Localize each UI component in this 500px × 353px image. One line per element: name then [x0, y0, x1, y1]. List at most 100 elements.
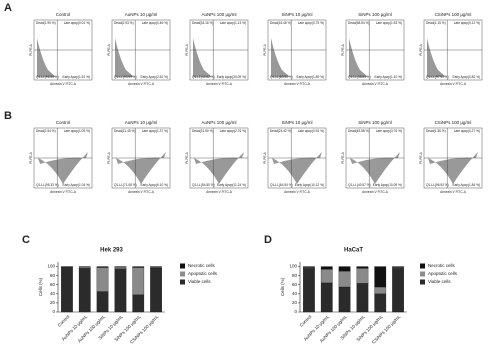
- quadrant-label: Early Apop(20.09 %): [217, 75, 246, 79]
- quadrant-label: Dead(1.15 %): [426, 21, 446, 25]
- legend-swatch: [420, 279, 425, 285]
- x-axis-label: Annexin V FITC-A: [206, 190, 233, 194]
- bar-segment: [96, 291, 109, 313]
- x-axis-label: Annexin V FITC-A: [284, 82, 311, 86]
- event-cloud: [350, 152, 400, 184]
- bar-segment: [150, 267, 162, 313]
- event-cloud: [428, 152, 478, 184]
- y-tick-label: 80: [50, 273, 56, 278]
- bar-segment: [61, 267, 73, 313]
- bar-segment: [114, 268, 127, 313]
- plot-title: AuNPs 10 μg/ml: [125, 120, 158, 125]
- bar-segment: [132, 294, 145, 313]
- quadrant-label: Late apop(1.13 %): [220, 21, 246, 25]
- quadrant-label: Late apop(0.01 %): [64, 21, 90, 25]
- quadrant-label: Late apop(0.27 %): [454, 129, 480, 133]
- quadrant-label: Early Apop(6.10 %): [141, 183, 168, 187]
- plot-title: AuNPs 10 μg/ml: [125, 12, 158, 17]
- bar-segment: [338, 266, 351, 272]
- quadrant-label: Early Apop(10.09 %): [373, 183, 402, 187]
- y-axis-label: PI-PE-A: [185, 151, 189, 163]
- bar-segment: [132, 266, 145, 268]
- event-cloud: [271, 38, 290, 77]
- y-axis-label: PI-PE-A: [341, 151, 345, 163]
- bar-segment: [78, 268, 91, 313]
- panel-label: B: [4, 110, 12, 122]
- x-axis-label: Annexin V FITC-A: [440, 82, 467, 86]
- plot-title: SiNPs 100 μg/ml: [358, 120, 392, 125]
- y-tick-label: 80: [292, 273, 298, 278]
- quadrant-label: Q1-LL(64.54 %): [270, 183, 293, 187]
- legend-label: Apoptotic cells: [428, 271, 458, 276]
- quadrant-label: Early Apop(1.10 %): [375, 75, 402, 79]
- x-axis-label: Annexin V FITC-A: [362, 190, 389, 194]
- event-cloud: [427, 38, 446, 77]
- quadrant-label: Late apop(1.53 %): [376, 21, 402, 25]
- panel-label: C: [22, 234, 30, 246]
- quadrant-label: Dead(1.36 %): [426, 129, 446, 133]
- legend-label: Necrotic cells: [428, 263, 456, 268]
- quadrant-label: Dead(2.93 %): [114, 21, 134, 25]
- bar-segment: [356, 283, 369, 313]
- y-axis-label: PI-PE-A: [107, 43, 111, 55]
- x-axis-label: Annexin V FITC-A: [128, 82, 155, 86]
- legend-swatch: [180, 279, 185, 285]
- quadrant-label: Late apop(0.75 %): [298, 21, 324, 25]
- quadrant-label: Q1-LL(80.90 %): [270, 75, 293, 79]
- y-tick-label: 20: [292, 300, 298, 305]
- bar-segment: [78, 266, 91, 269]
- plot-title: AuNPs 100 μg/ml: [201, 12, 236, 17]
- event-cloud: [116, 152, 166, 184]
- y-axis-label: Cells (%): [280, 277, 285, 296]
- event-cloud: [193, 38, 212, 77]
- bar-segment: [320, 266, 333, 270]
- quadrant-label: Late apop(1.09 %): [64, 129, 90, 133]
- quadrant-label: Dead(45.58 %): [348, 129, 369, 133]
- y-axis-label: PI-PE-A: [263, 43, 267, 55]
- y-axis-label: PI-PE-A: [341, 43, 345, 55]
- x-axis-label: Annexin V FITC-A: [362, 82, 389, 86]
- legend-swatch: [420, 263, 425, 269]
- quadrant-label: Q1-LL(54.50 %): [192, 183, 215, 187]
- y-tick-label: 100: [47, 264, 55, 269]
- quadrant-label: Q1-LL(40.57 %): [348, 183, 371, 187]
- y-tick-label: 40: [50, 291, 56, 296]
- quadrant-label: Q1-LL(44.62 %): [192, 75, 215, 79]
- quadrant-label: Late apop(2.76 %): [220, 129, 246, 133]
- plot-title: CSiNPs 100 μg/ml: [435, 120, 472, 125]
- bar-segment: [114, 266, 127, 269]
- y-tick-label: 0: [294, 309, 297, 314]
- quadrant-label: Dead(2.54 %): [36, 129, 56, 133]
- y-axis-label: PI-PE-A: [29, 151, 33, 163]
- legend-swatch: [180, 271, 185, 277]
- quadrant-label: Early Apop(1.89 %): [297, 75, 324, 79]
- event-cloud: [38, 152, 88, 184]
- y-tick-label: 100: [289, 264, 297, 269]
- y-axis-label: PI-PE-A: [419, 43, 423, 55]
- plot-title: Control: [56, 120, 71, 125]
- x-axis-label: Annexin V FITC-A: [284, 190, 311, 194]
- bar-segment: [320, 269, 333, 284]
- quadrant-label: Q1-LL(96.53 %): [426, 183, 449, 187]
- panel-label: D: [264, 234, 272, 246]
- quadrant-label: Q1-LL(38.83 %): [348, 75, 371, 79]
- quadrant-label: Early Apop(1.84 %): [453, 183, 480, 187]
- quadrant-label: Late apop(0.92 %): [298, 129, 324, 133]
- x-axis-label: Annexin V FITC-A: [50, 82, 77, 86]
- legend-swatch: [180, 263, 185, 269]
- bar-segment: [374, 293, 387, 313]
- legend-label: Apoptotic cells: [188, 271, 218, 276]
- bar-segment: [132, 267, 145, 295]
- quadrant-label: Q1-LL(96.50 %): [36, 75, 59, 79]
- bar-segment: [356, 268, 369, 284]
- quadrant-label: Early Apop(1.51 %): [63, 75, 90, 79]
- bar-segment: [338, 286, 351, 313]
- quadrant-label: Early Apop(1.04 %): [63, 183, 90, 187]
- quadrant-label: Early Apop(2.62 %): [141, 75, 168, 79]
- y-tick-label: 60: [50, 282, 56, 287]
- plot-title: CSiNPs 100 μg/ml: [435, 12, 472, 17]
- quadrant-label: Dead(34.16 %): [192, 21, 213, 25]
- quadrant-label: Dead(16.46 %): [270, 21, 291, 25]
- quadrant-label: Dead(1.99 %): [36, 21, 56, 25]
- y-tick-label: 60: [292, 282, 298, 287]
